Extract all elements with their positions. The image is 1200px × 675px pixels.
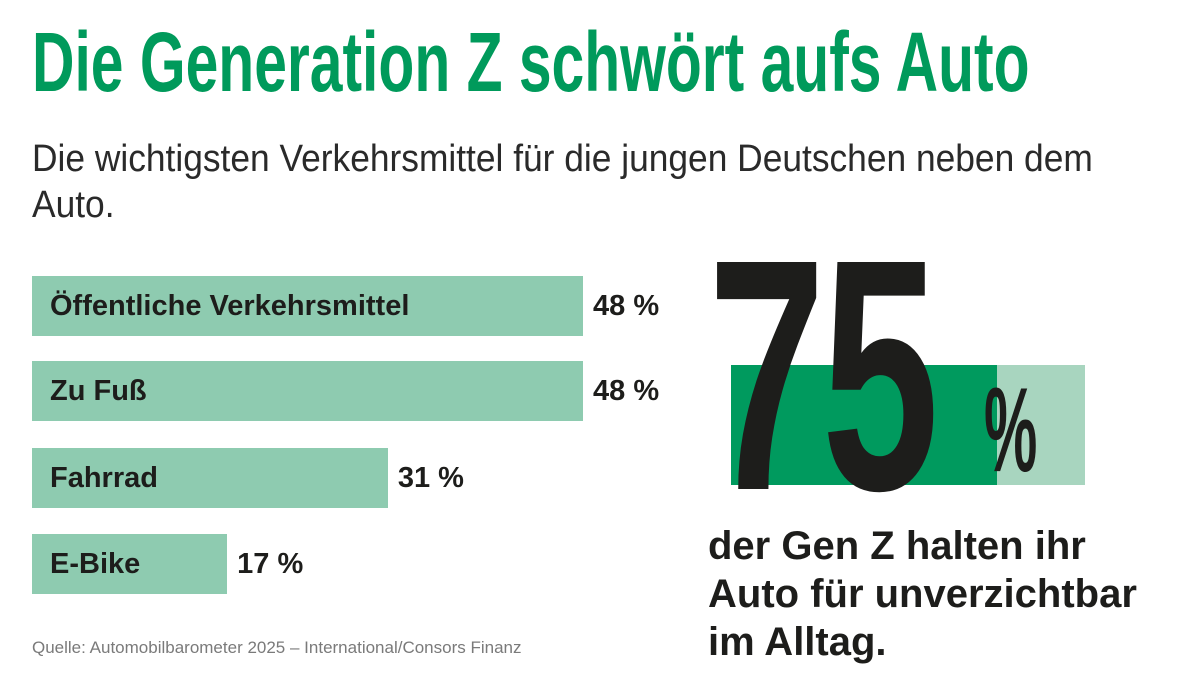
page-title: Die Generation Z schwört aufs Auto [32,15,1030,109]
bar-label: E-Bike [50,548,141,580]
bar-value-label: 17 % [237,548,304,580]
highlight-percent-sign: % [984,363,1038,497]
bar-value-label: 31 % [397,462,464,494]
highlight-box [731,365,1085,485]
highlight-text-line: der Gen Z halten ihr [708,524,1086,568]
highlight-text: der Gen Z halten ihr Auto für unverzicht… [708,522,1137,666]
subtitle: Die wichtigsten Verkehrsmittel für die j… [32,138,1093,226]
bar-value-label: 48 % [593,290,660,322]
bar-label: Fahrrad [50,462,158,494]
bar: Zu Fuß [32,361,583,421]
bar: Öffentliche Verkehrsmittel [32,276,583,336]
bar-label: Öffentliche Verkehrsmittel [50,290,410,322]
highlight-number: 75 [708,190,939,559]
bar: Fahrrad [32,448,388,508]
bar-label: Zu Fuß [50,375,147,407]
highlight-text-line: Auto für unverzichtbar [708,572,1137,616]
bar-value-label: 48 % [593,375,660,407]
source-note: Quelle: Automobilbarometer 2025 – Intern… [32,638,522,657]
bar: E-Bike [32,534,228,594]
highlight-fill [731,365,997,485]
highlight-text-line: im Alltag. [708,620,887,664]
